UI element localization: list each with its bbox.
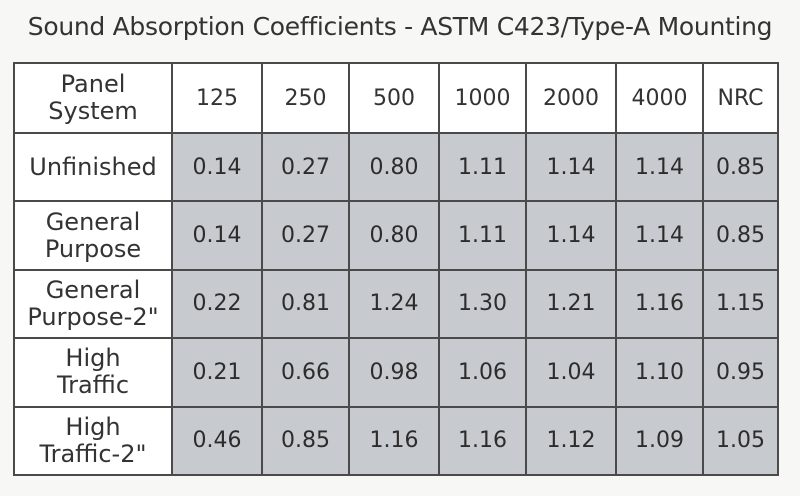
row-label: Unfinished — [13, 131, 173, 203]
column-header: 500 — [348, 62, 440, 134]
table-cell: 0.80 — [348, 200, 440, 271]
table-cell: 1.14 — [615, 200, 704, 271]
table-row: High Traffic 0.21 0.66 0.98 1.06 1.04 1.… — [13, 337, 779, 408]
row-label-line: Purpose — [44, 234, 142, 263]
table-cell: 1.06 — [438, 337, 527, 408]
absorption-table: Panel System 125 250 500 1000 2000 4000 … — [13, 62, 779, 477]
table-cell: 1.16 — [615, 268, 704, 340]
row-label-line: Unfinished — [29, 152, 157, 181]
row-label-line: General — [45, 207, 141, 236]
column-header: NRC — [702, 62, 779, 134]
row-label-line: High — [65, 344, 121, 373]
table-cell: 1.10 — [615, 337, 704, 408]
row-label-line: Purpose-2" — [27, 302, 159, 331]
row-label-line: Traffic — [56, 371, 130, 400]
table-cell: 1.14 — [525, 131, 617, 203]
row-label: General Purpose-2" — [13, 268, 173, 340]
table-cell: 0.21 — [171, 337, 263, 408]
table-cell: 0.27 — [261, 200, 350, 271]
column-header: 250 — [261, 62, 350, 134]
page-title: Sound Absorption Coefficients - ASTM C42… — [27, 12, 773, 41]
table-cell: 0.85 — [702, 200, 779, 271]
table-cell: 1.14 — [525, 200, 617, 271]
row-label-line: General — [45, 275, 141, 304]
table-cell: 0.22 — [171, 268, 263, 340]
table-cell: 1.15 — [702, 268, 779, 340]
column-header: 1000 — [438, 62, 527, 134]
table-row: Unfinished 0.14 0.27 0.80 1.11 1.14 1.14… — [13, 131, 779, 203]
table-cell: 1.05 — [702, 405, 779, 477]
table-row: General Purpose-2" 0.22 0.81 1.24 1.30 1… — [13, 268, 779, 340]
table-cell: 1.12 — [525, 405, 617, 477]
table-cell: 0.81 — [261, 268, 350, 340]
table-cell: 1.24 — [348, 268, 440, 340]
row-label: General Purpose — [13, 200, 173, 271]
table-cell: 1.09 — [615, 405, 704, 477]
table-cell: 1.21 — [525, 268, 617, 340]
corner-header-line: Panel — [60, 70, 126, 98]
table-cell: 0.14 — [171, 200, 263, 271]
table-cell: 0.85 — [261, 405, 350, 477]
table-cell: 0.80 — [348, 131, 440, 203]
table-row: High Traffic-2" 0.46 0.85 1.16 1.16 1.12… — [13, 405, 779, 477]
corner-header-line: System — [48, 97, 138, 125]
table-cell: 1.11 — [438, 200, 527, 271]
row-label: High Traffic — [13, 337, 173, 408]
table-cell: 1.30 — [438, 268, 527, 340]
column-header: 125 — [171, 62, 263, 134]
row-label: High Traffic-2" — [13, 405, 173, 477]
table-cell: 0.98 — [348, 337, 440, 408]
table-cell: 0.85 — [702, 131, 779, 203]
table-cell: 1.04 — [525, 337, 617, 408]
table-cell: 0.27 — [261, 131, 350, 203]
table-cell: 1.16 — [348, 405, 440, 477]
table-row: General Purpose 0.14 0.27 0.80 1.11 1.14… — [13, 200, 779, 271]
table-cell: 1.11 — [438, 131, 527, 203]
table-cell: 0.46 — [171, 405, 263, 477]
column-header: 4000 — [615, 62, 704, 134]
table-cell: 1.14 — [615, 131, 704, 203]
row-label-line: Traffic-2" — [39, 439, 147, 468]
column-header: 2000 — [525, 62, 617, 134]
table-cell: 0.66 — [261, 337, 350, 408]
table-cell: 0.95 — [702, 337, 779, 408]
corner-header: Panel System — [13, 62, 173, 134]
table-cell: 1.16 — [438, 405, 527, 477]
table-cell: 0.14 — [171, 131, 263, 203]
header-row: Panel System 125 250 500 1000 2000 4000 … — [13, 62, 779, 134]
row-label-line: High — [65, 412, 121, 441]
